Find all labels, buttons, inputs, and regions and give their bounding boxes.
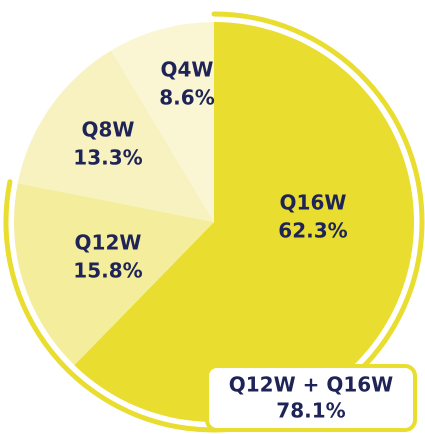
pie-slice xyxy=(74,22,415,422)
annotation-box xyxy=(205,364,417,432)
annotation-label: Q12W + Q16W xyxy=(229,373,393,397)
slice-label: Q16W xyxy=(280,191,347,215)
slice-label: Q8W xyxy=(82,118,135,142)
slice-value-label: 8.6% xyxy=(159,86,214,110)
slice-value-label: 62.3% xyxy=(278,219,347,243)
pie-slice xyxy=(111,22,214,222)
slice-label: Q12W xyxy=(75,231,142,255)
pie-slice xyxy=(17,50,215,223)
slice-label: Q4W xyxy=(161,58,214,82)
pie-slice xyxy=(14,183,215,366)
slice-value-label: 13.3% xyxy=(73,146,142,170)
annotation-value-label: 78.1% xyxy=(276,399,345,423)
slice-value-label: 15.8% xyxy=(73,259,142,283)
